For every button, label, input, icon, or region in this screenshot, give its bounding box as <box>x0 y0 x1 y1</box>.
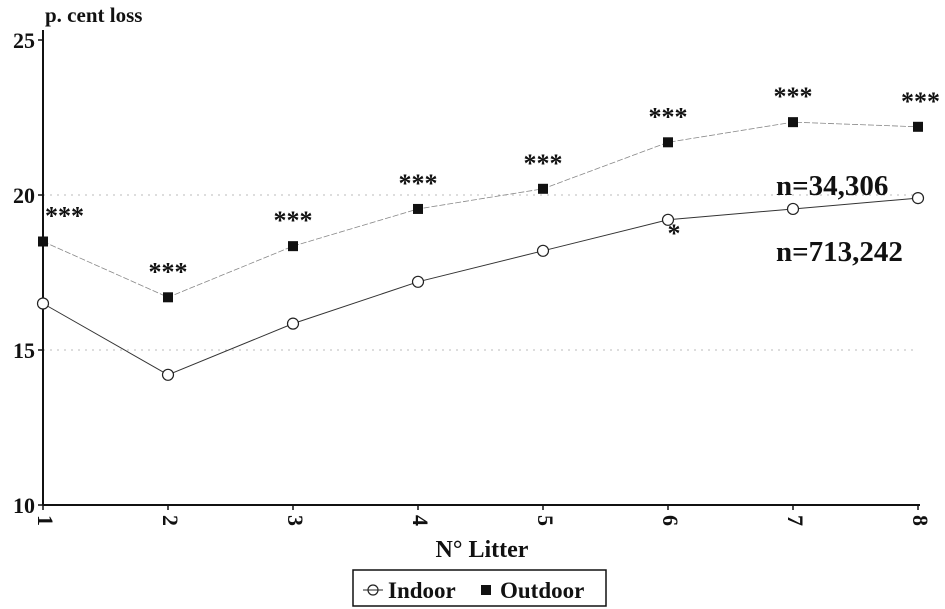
point-indoor-5 <box>536 244 550 257</box>
x-tick-labels: 1 2 3 4 5 6 7 8 <box>33 505 933 526</box>
point-outdoor-2 <box>163 292 173 303</box>
point-outdoor-4 <box>413 203 423 214</box>
point-outdoor-8 <box>913 121 923 132</box>
series-layer <box>36 117 925 381</box>
point-outdoor-7 <box>788 117 798 128</box>
point-outdoor-6 <box>663 137 673 148</box>
significance-label-2: *** <box>149 257 188 286</box>
series-line-outdoor <box>42 121 919 298</box>
significance-label-8: *** <box>901 87 940 116</box>
series-line-indoor <box>42 197 919 376</box>
significance-label-5: *** <box>524 149 563 178</box>
axes <box>42 30 920 506</box>
y-axis-label: p. cent loss <box>45 3 142 27</box>
x-axis-label: N° Litter <box>436 537 529 563</box>
point-indoor-7 <box>786 202 800 216</box>
x-tick-label-2: 3 <box>283 515 308 526</box>
y-tick-labels: 10 15 20 25 <box>13 28 43 518</box>
legend: Indoor Outdoor <box>352 569 607 607</box>
point-indoor-6 <box>661 213 675 226</box>
legend-outdoor-label: Outdoor <box>500 578 584 603</box>
legend-indoor-label: Indoor <box>388 578 456 603</box>
x-tick-label-7: 8 <box>908 515 933 526</box>
indoor-significance-6: * <box>668 219 681 248</box>
point-indoor-1 <box>36 297 50 310</box>
x-tick-label-6: 7 <box>783 515 808 526</box>
annotation-layer: ********************* ****n=34,306n=713,2… <box>45 82 940 286</box>
point-indoor-8 <box>911 192 925 205</box>
x-tick-label-4: 5 <box>533 515 558 526</box>
significance-label-3: *** <box>274 206 313 235</box>
outdoor-n-label: n=34,306 <box>776 170 888 202</box>
y-tick-label-2: 20 <box>13 183 35 208</box>
y-tick-label-1: 15 <box>13 338 35 363</box>
significance-label-7: *** <box>774 82 813 111</box>
legend-box <box>352 569 607 607</box>
x-tick-label-1: 2 <box>158 515 183 526</box>
legend-outdoor-marker <box>481 585 491 595</box>
significance-label-1: *** <box>45 202 84 231</box>
x-tick-label-3: 4 <box>408 515 433 526</box>
significance-label-4: *** <box>399 169 438 198</box>
x-tick-label-5: 6 <box>658 515 683 526</box>
point-indoor-2 <box>161 368 175 381</box>
x-tick-label-0: 1 <box>33 515 58 526</box>
point-outdoor-5 <box>538 183 548 194</box>
y-tick-label-3: 25 <box>13 28 35 53</box>
grid-lines <box>43 194 918 351</box>
indoor-n-label: n=713,242 <box>776 236 903 268</box>
y-tick-label-0: 10 <box>13 493 35 518</box>
point-indoor-3 <box>286 317 300 330</box>
significance-label-6: *** <box>649 102 688 131</box>
point-outdoor-1 <box>38 236 48 247</box>
point-outdoor-3 <box>288 241 298 252</box>
point-indoor-4 <box>411 275 425 288</box>
